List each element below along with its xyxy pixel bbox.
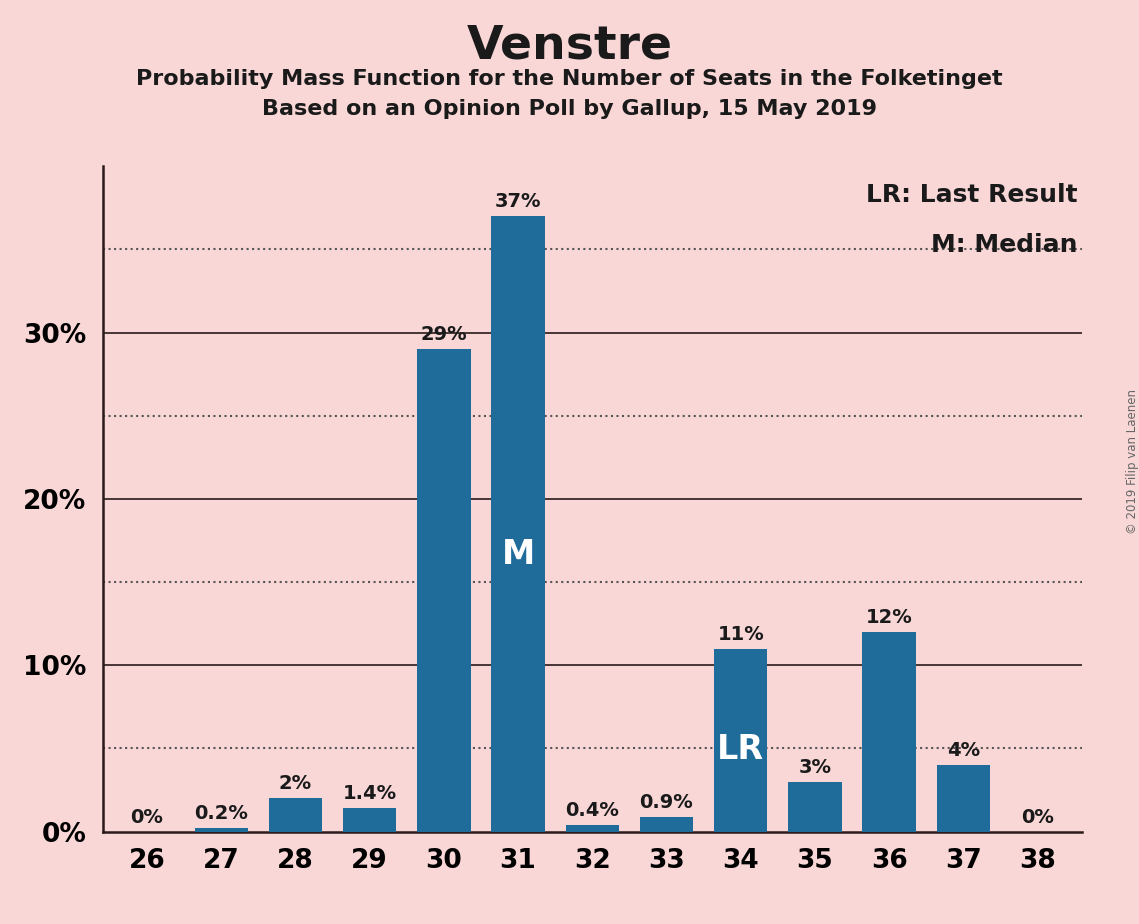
Text: LR: Last Result: LR: Last Result	[866, 183, 1077, 207]
Text: 0%: 0%	[131, 808, 164, 827]
Text: 11%: 11%	[718, 625, 764, 644]
Bar	[640, 817, 694, 832]
Bar	[788, 782, 842, 832]
Text: M: Median: M: Median	[931, 233, 1077, 257]
Bar	[714, 649, 768, 832]
Text: 37%: 37%	[494, 192, 541, 212]
Bar	[195, 828, 248, 832]
Text: © 2019 Filip van Laenen: © 2019 Filip van Laenen	[1125, 390, 1139, 534]
Text: LR: LR	[718, 733, 764, 766]
Text: 12%: 12%	[866, 608, 912, 627]
Text: 3%: 3%	[798, 758, 831, 777]
Bar	[862, 632, 916, 832]
Text: 0.4%: 0.4%	[565, 801, 620, 820]
Text: 0.9%: 0.9%	[640, 793, 694, 811]
Text: Based on an Opinion Poll by Gallup, 15 May 2019: Based on an Opinion Poll by Gallup, 15 M…	[262, 99, 877, 119]
Bar	[566, 825, 618, 832]
Bar	[269, 798, 322, 832]
Text: 0.2%: 0.2%	[195, 804, 248, 823]
Text: Probability Mass Function for the Number of Seats in the Folketinget: Probability Mass Function for the Number…	[137, 69, 1002, 90]
Text: 0%: 0%	[1021, 808, 1054, 827]
Bar	[936, 765, 990, 832]
Text: Venstre: Venstre	[467, 23, 672, 68]
Text: 29%: 29%	[420, 325, 467, 345]
Text: M: M	[501, 538, 534, 571]
Text: 2%: 2%	[279, 774, 312, 794]
Bar	[491, 216, 544, 832]
Text: 4%: 4%	[947, 741, 980, 760]
Bar	[417, 349, 470, 832]
Bar	[343, 808, 396, 832]
Text: 1.4%: 1.4%	[343, 784, 396, 803]
